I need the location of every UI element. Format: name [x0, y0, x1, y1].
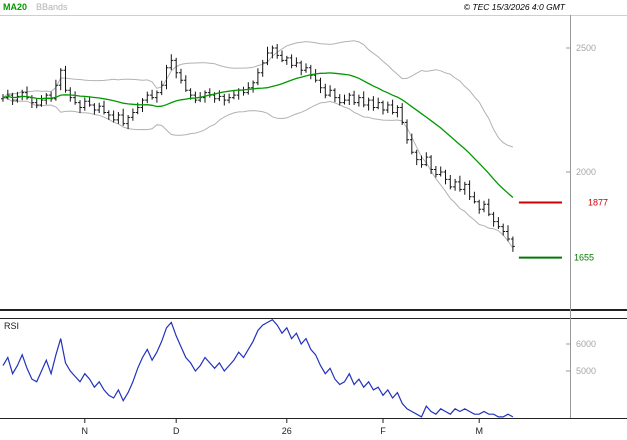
rsi-axis-label: 6000	[576, 339, 596, 349]
time-axis-label: D	[173, 426, 180, 436]
rsi-line	[2, 318, 514, 418]
bollinger-upper-band-line	[2, 40, 514, 148]
ohlc-price-bars	[1, 44, 515, 252]
rsi-panel-label: RSI	[4, 321, 20, 331]
time-axis-label: F	[380, 426, 386, 436]
time-axis-label: M	[475, 426, 483, 436]
legend-bbands-label: BBands	[36, 2, 68, 12]
ma20-line	[2, 72, 514, 198]
bollinger-lower-band-line	[2, 97, 514, 249]
resistance-level-label: 1877	[588, 198, 608, 208]
price-axis-label: 2500	[576, 43, 596, 53]
support-level-label: 1655	[574, 253, 594, 263]
chart-header: MA20 BBands © TEC 15/3/2026 4:0 GMT	[0, 0, 627, 15]
copyright-text: © TEC 15/3/2026 4:0 GMT	[463, 2, 565, 12]
legend-ma20-label: MA20	[3, 2, 28, 12]
time-axis-label: 26	[282, 426, 292, 436]
rsi-axis-label: 5000	[576, 366, 596, 376]
time-axis-label: N	[82, 426, 89, 436]
price-axis-label: 2000	[576, 167, 596, 177]
